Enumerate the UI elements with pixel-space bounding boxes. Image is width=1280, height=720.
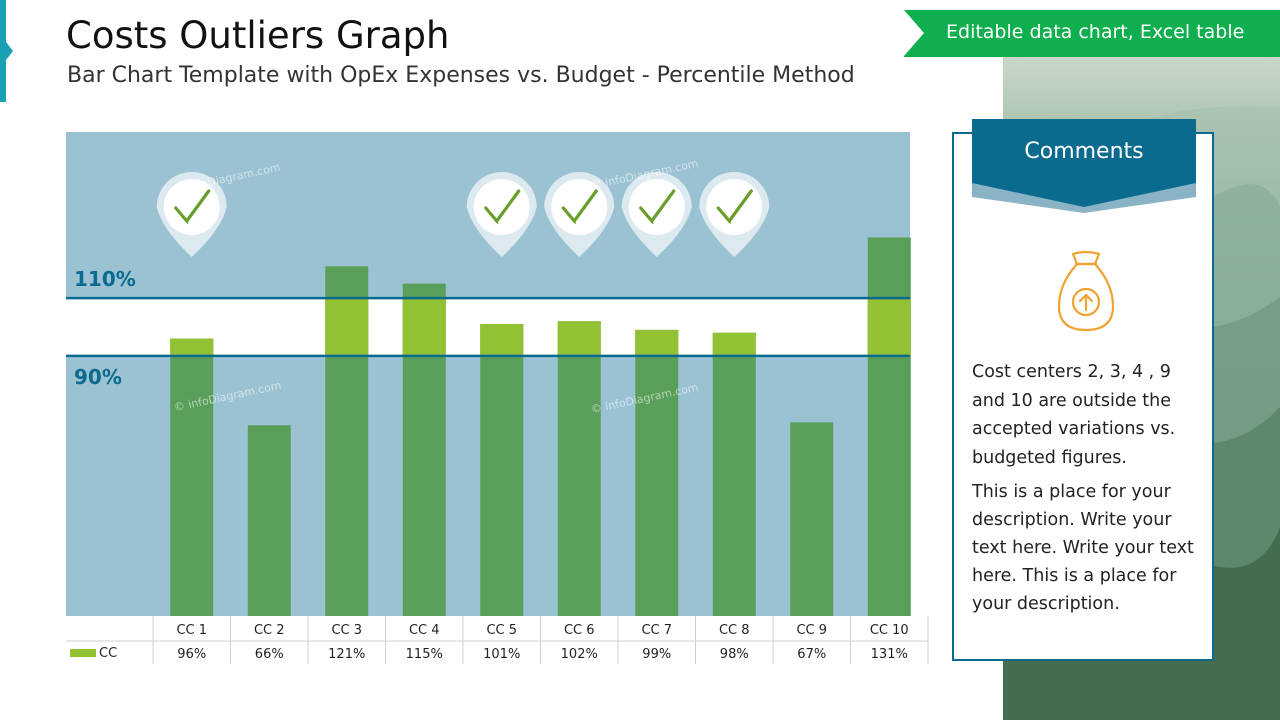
banner-label: Editable data chart, Excel table [946, 21, 1245, 43]
x-tick-label: CC 8 [719, 623, 750, 638]
comments-paragraph-1: Cost centers 2, 3, 4 , 9 and 10 are outs… [972, 362, 1176, 468]
comments-panel [952, 132, 1214, 661]
bar-segment-in-band [635, 329, 679, 356]
checkmark-pin-icon [621, 172, 692, 257]
x-tick-label: CC 6 [564, 623, 595, 638]
page-subtitle: Bar Chart Template with OpEx Expenses vs… [67, 63, 855, 88]
checkmark-pin-icon [544, 171, 615, 257]
comments-paragraph-2: This is a place for your description. Wr… [972, 482, 1194, 614]
x-tick-label: CC 3 [331, 623, 362, 638]
comments-header [972, 119, 1196, 183]
bar-segment-in-band [170, 338, 214, 356]
editable-banner [904, 10, 1280, 57]
x-tick-label: CC 5 [486, 623, 517, 638]
data-label: 102% [561, 647, 598, 662]
page-title: Costs Outliers Graph [66, 14, 450, 57]
data-label: 115% [406, 647, 443, 662]
bar-segment-in-band [557, 321, 601, 356]
banner-notch [904, 10, 924, 56]
bar-cc-10 [867, 237, 911, 616]
bar-segment-in-band [325, 298, 369, 356]
comments-title: Comments [1024, 139, 1144, 164]
legend-label: CC [99, 646, 117, 661]
checkmark-pin-icon [466, 172, 537, 257]
data-label: 101% [483, 647, 520, 662]
comments-header-chevron [972, 183, 1196, 213]
bar-cc-8 [712, 332, 756, 616]
data-label: 131% [871, 647, 908, 662]
bar-segment-in-band [867, 298, 911, 356]
money-bag-arrow-up-icon [1057, 250, 1115, 332]
checkmark-pin-icon [699, 172, 770, 257]
title-accent-bar [0, 0, 6, 102]
data-label: 121% [328, 647, 365, 662]
data-label: 96% [177, 647, 206, 662]
bar-cc-9 [790, 422, 834, 616]
bar-cc-5 [480, 324, 524, 616]
bar-segment-in-band [480, 324, 524, 356]
data-label: 98% [720, 647, 749, 662]
bar-segment-in-band [402, 298, 446, 356]
x-tick-label: CC 1 [176, 623, 207, 638]
x-tick-label: CC 10 [870, 623, 909, 638]
title-accent-tip [6, 42, 13, 60]
legend-swatch [70, 649, 96, 657]
reference-label-90: 90% [74, 365, 122, 389]
data-label: 67% [797, 647, 826, 662]
data-label: 99% [642, 647, 671, 662]
reference-label-110: 110% [74, 267, 136, 291]
bar-cc-7 [635, 329, 679, 616]
x-tick-label: CC 2 [254, 623, 285, 638]
x-tick-label: CC 7 [641, 623, 672, 638]
bar-cc-1 [170, 338, 214, 616]
bar-segment-in-band [712, 332, 756, 356]
bar-cc-6 [557, 321, 601, 616]
bar-cc-2 [247, 425, 291, 616]
x-tick-label: CC 4 [409, 623, 440, 638]
checkmark-pin-icon [156, 172, 227, 257]
data-label: 66% [255, 647, 284, 662]
x-tick-label: CC 9 [796, 623, 827, 638]
